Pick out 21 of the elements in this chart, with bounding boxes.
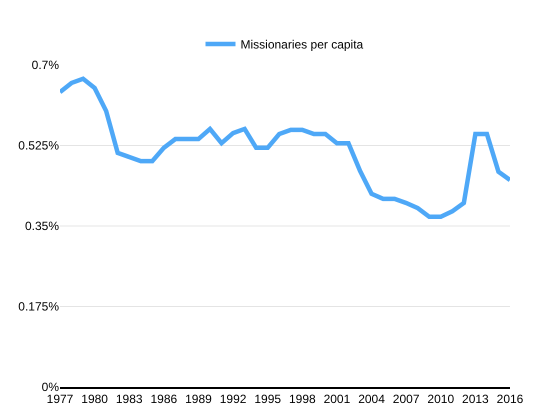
y-tick-label: 0.7% [32,58,60,72]
x-tick-label: 1998 [288,392,316,406]
x-tick-label: 1977 [46,392,74,406]
x-tick-label: 1989 [185,392,212,406]
x-tick-label: 2007 [392,392,420,406]
x-tick-label: 2001 [324,392,351,406]
y-tick-label: 0.175% [18,300,60,314]
x-tick-label: 2004 [358,392,386,406]
x-tick-label: 2016 [496,392,524,406]
line-series [60,76,510,220]
x-tick-label: 1995 [254,392,282,406]
x-tick-label: 1980 [81,392,108,406]
x-tick-label: 2010 [427,392,454,406]
legend-label: Missionaries per capita [240,38,364,52]
x-tick-label: 1986 [150,392,178,406]
y-tick-label: 0.525% [18,138,60,153]
x-tick-label: 2013 [462,392,490,406]
x-tick-label: 1983 [116,392,143,406]
y-tick-label: 0% [42,380,60,394]
x-tick-label: 1992 [220,392,247,406]
y-tick-label: 0.35% [24,219,60,234]
